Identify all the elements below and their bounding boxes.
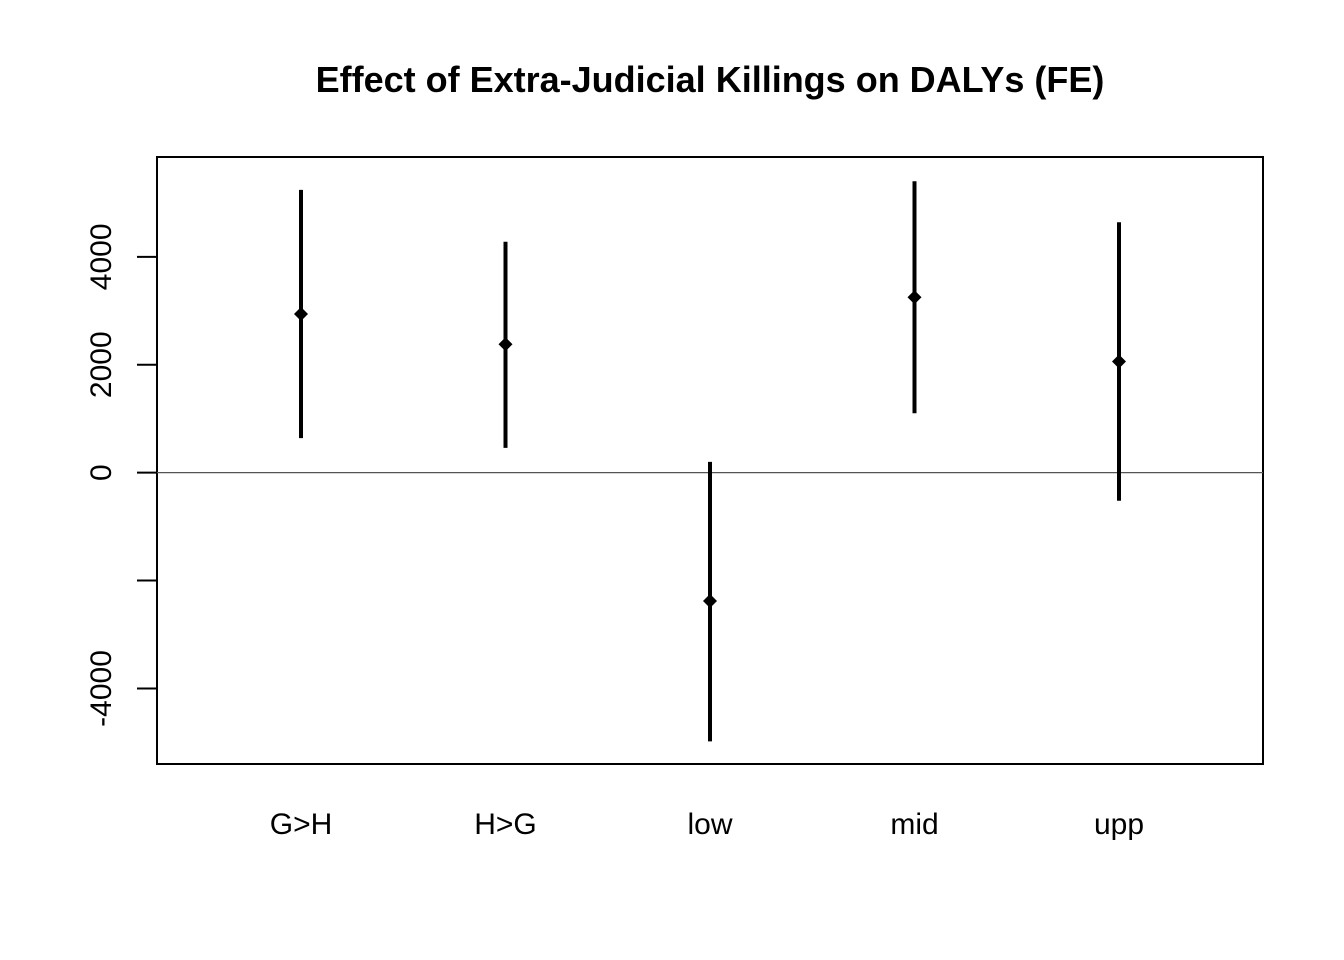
point-estimate bbox=[1112, 354, 1126, 369]
x-axis: G>H H>G low mid upp bbox=[270, 808, 1144, 841]
x-tick-label: upp bbox=[1094, 808, 1144, 841]
x-tick-label: low bbox=[687, 808, 732, 841]
y-tick-label: -4000 bbox=[85, 650, 118, 727]
x-tick-label: H>G bbox=[474, 808, 537, 841]
x-tick-label: G>H bbox=[270, 808, 333, 841]
y-tick-label: 2000 bbox=[85, 331, 118, 398]
x-tick-label: mid bbox=[890, 808, 938, 841]
point-estimate bbox=[294, 307, 308, 322]
point-estimate bbox=[703, 594, 717, 609]
point-estimate bbox=[907, 290, 922, 305]
y-axis: -4000 0 2000 4000 bbox=[85, 223, 157, 727]
point-estimate bbox=[498, 337, 513, 352]
plot-frame bbox=[156, 156, 1264, 765]
y-tick-label: 4000 bbox=[85, 223, 118, 290]
estimate-marks bbox=[294, 181, 1126, 742]
chart-title: Effect of Extra-Judicial Killings on DAL… bbox=[316, 59, 1105, 100]
y-tick-label: 0 bbox=[85, 464, 118, 481]
